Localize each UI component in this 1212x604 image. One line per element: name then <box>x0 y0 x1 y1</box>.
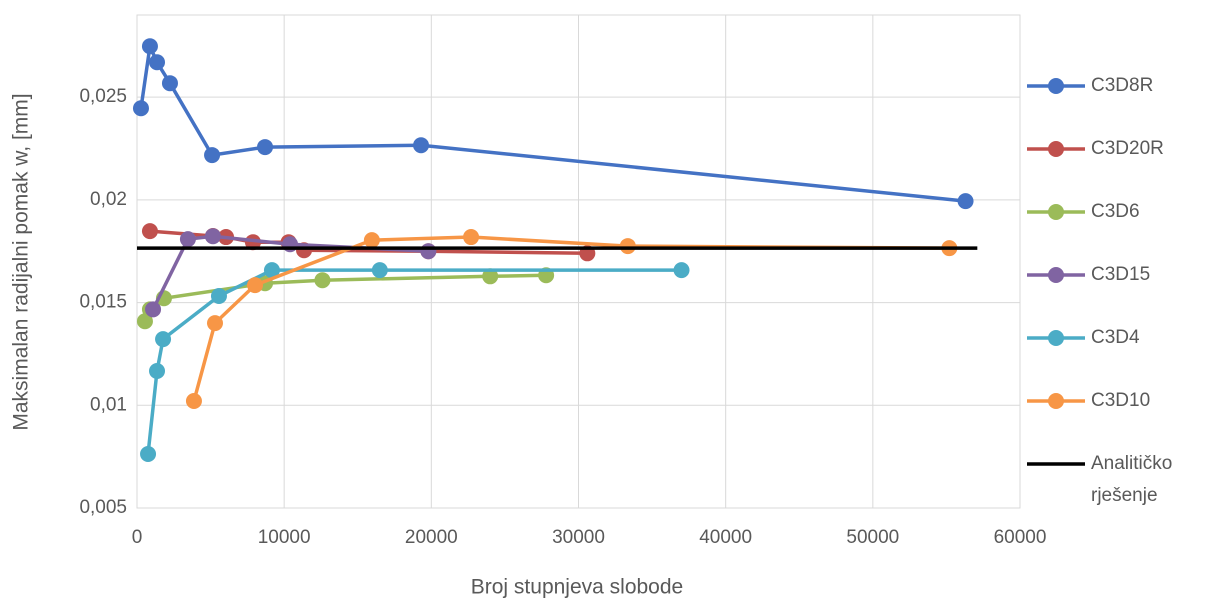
legend-swatch <box>1027 267 1085 283</box>
legend-swatch <box>1027 204 1085 220</box>
data-point <box>140 445 157 462</box>
data-point <box>371 262 388 279</box>
y-tick-label: 0,005 <box>79 497 127 518</box>
legend-swatch <box>1027 78 1085 94</box>
data-point <box>141 38 158 55</box>
y-tick-label: 0,025 <box>79 86 127 107</box>
legend-swatch <box>1027 393 1085 409</box>
y-tick-label: 0,015 <box>79 292 127 313</box>
data-point <box>149 54 166 71</box>
legend: C3D8R C3D20R C3D6 C3D15 C3D4 C3D10 Analitičko … <box>1025 70 1205 511</box>
legend-marker <box>1048 204 1064 220</box>
legend-marker <box>1048 267 1064 283</box>
legend-label: C3D15 <box>1091 264 1151 285</box>
legend-item: C3D10 <box>1025 385 1205 448</box>
data-point <box>155 331 172 348</box>
y-tick-label: 0,02 <box>90 189 127 210</box>
data-point <box>185 392 202 409</box>
data-point <box>257 139 274 156</box>
x-tick-label: 50000 <box>846 527 899 548</box>
y-axis-label: Maksimalan radijalni pomak w, [mm] <box>10 93 33 430</box>
legend-item: C3D8R <box>1025 70 1205 133</box>
legend-label: C3D4 <box>1091 327 1140 348</box>
data-point <box>314 272 331 289</box>
x-axis-label: Broj stupnjeva slobode <box>471 576 683 599</box>
data-point <box>132 100 149 117</box>
x-tick-label: 60000 <box>994 527 1047 548</box>
x-tick-label: 10000 <box>258 527 311 548</box>
legend-marker <box>1048 78 1064 94</box>
data-point <box>363 232 380 249</box>
data-point <box>149 362 166 379</box>
x-tick-label: 40000 <box>699 527 752 548</box>
x-tick-label: 20000 <box>405 527 458 548</box>
data-point <box>463 229 480 246</box>
data-point <box>204 228 221 245</box>
legend-item: C3D4 <box>1025 322 1205 385</box>
legend-label: C3D20R <box>1091 138 1164 159</box>
x-tick-label: 30000 <box>552 527 605 548</box>
data-point <box>619 238 636 255</box>
data-point <box>420 243 437 260</box>
legend-item: C3D6 <box>1025 196 1205 259</box>
data-point <box>957 193 974 210</box>
legend-item: C3D15 <box>1025 259 1205 322</box>
data-point <box>179 231 196 248</box>
data-point <box>206 315 223 332</box>
legend-label: Analitičko rješenje <box>1091 453 1173 506</box>
legend-label: C3D8R <box>1091 75 1154 96</box>
data-point <box>673 262 690 279</box>
data-point <box>413 137 430 154</box>
legend-item: Analitičko rješenje <box>1025 448 1205 511</box>
legend-marker <box>1048 330 1064 346</box>
legend-item: C3D20R <box>1025 133 1205 196</box>
data-point <box>247 277 264 294</box>
legend-label: C3D6 <box>1091 201 1140 222</box>
data-point <box>482 268 499 285</box>
legend-label: C3D10 <box>1091 390 1151 411</box>
data-point <box>210 288 227 305</box>
legend-swatch <box>1027 330 1085 346</box>
legend-marker <box>1048 141 1064 157</box>
data-point <box>204 147 221 164</box>
series-line <box>192 235 950 402</box>
data-point <box>244 234 261 251</box>
legend-swatch <box>1027 141 1085 157</box>
data-point <box>263 262 280 279</box>
x-tick-label: 0 <box>132 527 143 548</box>
legend-swatch <box>1027 462 1085 466</box>
data-point <box>145 301 162 318</box>
legend-marker <box>1048 393 1064 409</box>
y-tick-label: 0,01 <box>90 394 127 415</box>
series-line <box>139 39 966 203</box>
data-point <box>161 75 178 92</box>
data-point <box>141 223 158 240</box>
series-line <box>146 268 682 455</box>
